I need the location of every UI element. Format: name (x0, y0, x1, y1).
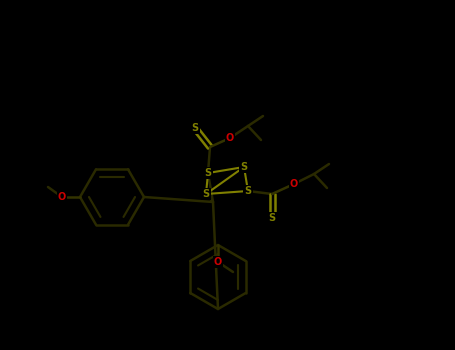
Text: O: O (226, 133, 234, 143)
Text: S: S (244, 186, 252, 196)
Text: O: O (214, 257, 222, 267)
Text: O: O (290, 179, 298, 189)
Text: S: S (202, 189, 210, 199)
Text: S: S (268, 213, 276, 223)
Text: S: S (240, 162, 248, 172)
Text: S: S (192, 123, 198, 133)
Text: O: O (58, 192, 66, 202)
Text: S: S (204, 168, 212, 178)
